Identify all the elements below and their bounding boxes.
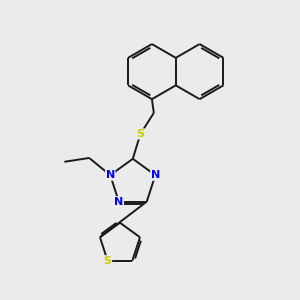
- Text: N: N: [106, 170, 115, 180]
- Text: N: N: [114, 197, 124, 207]
- Text: S: S: [136, 129, 144, 139]
- Text: S: S: [103, 256, 112, 266]
- Text: N: N: [151, 170, 160, 180]
